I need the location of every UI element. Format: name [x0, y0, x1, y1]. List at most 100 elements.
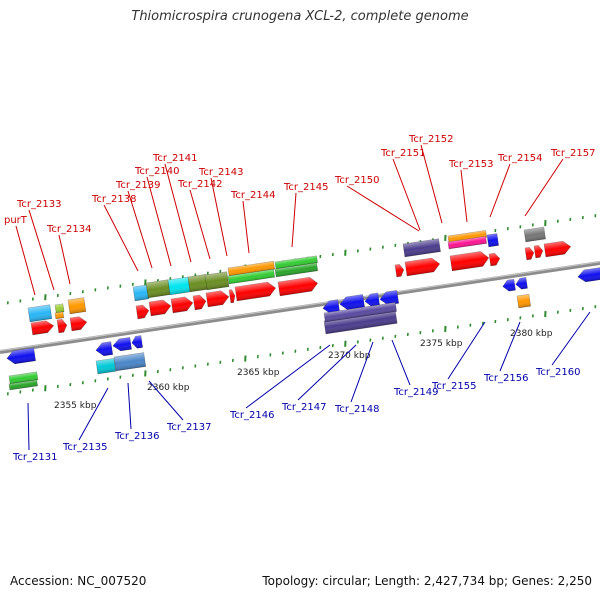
svg-text:Tcr_2141: Tcr_2141 [152, 153, 197, 164]
bottom-gene-label[interactable]: Tcr_2155 [431, 321, 486, 392]
top-gene-label[interactable]: Tcr_2145 [283, 182, 328, 248]
svg-text:Tcr_2151: Tcr_2151 [380, 148, 425, 159]
scale-label: 2360 kbp [147, 383, 190, 393]
gene-block [204, 271, 230, 291]
scale-label: 2370 kbp [328, 351, 371, 361]
svg-text:Tcr_2153: Tcr_2153 [448, 159, 493, 170]
gene-block [404, 257, 441, 277]
gene-block [8, 379, 38, 391]
svg-text:Tcr_2160: Tcr_2160 [535, 367, 580, 378]
top-gene-label[interactable]: Tcr_2138 [91, 194, 139, 272]
top-gene-label[interactable]: Tcr_2153 [448, 159, 493, 223]
gene-block [113, 352, 147, 372]
svg-text:Tcr_2155: Tcr_2155 [431, 381, 476, 392]
top-gene-label[interactable]: purT [4, 215, 36, 296]
gene-block [339, 294, 365, 311]
bottom-gene-label[interactable]: Tcr_2137 [148, 380, 211, 433]
gene-block [170, 296, 194, 314]
svg-text:Tcr_2135: Tcr_2135 [62, 442, 107, 453]
bottom-gene-label[interactable]: Tcr_2136 [114, 382, 159, 442]
gene-block [69, 316, 88, 332]
svg-text:purT: purT [4, 215, 28, 226]
gene-block [234, 281, 277, 302]
svg-text:Tcr_2136: Tcr_2136 [114, 431, 159, 442]
gene-block [364, 292, 381, 308]
gene-block [447, 236, 487, 250]
svg-text:Tcr_2146: Tcr_2146 [229, 410, 274, 421]
top-gene-label[interactable]: Tcr_2151 [380, 148, 425, 231]
gene-block [95, 358, 117, 375]
gene-block [274, 255, 318, 270]
svg-text:Tcr_2150: Tcr_2150 [334, 175, 379, 186]
gene-block [132, 284, 150, 302]
gene-block [523, 226, 546, 243]
svg-text:Tcr_2152: Tcr_2152 [408, 134, 453, 145]
gene-block [447, 230, 487, 244]
gene-block [402, 238, 441, 258]
gene-block [112, 337, 132, 352]
svg-text:Tcr_2157: Tcr_2157 [550, 148, 595, 159]
svg-text:Tcr_2131: Tcr_2131 [12, 452, 57, 463]
gene-block [54, 303, 65, 314]
svg-text:Tcr_2138: Tcr_2138 [91, 194, 136, 205]
top-gene-label[interactable]: Tcr_2142 [177, 179, 222, 260]
bottom-gene-label[interactable]: Tcr_2146 [229, 344, 331, 421]
gene-block [274, 262, 319, 278]
scale-label: 2375 kbp [420, 339, 463, 349]
genome-backbone [0, 261, 600, 354]
top-gene-label[interactable]: Tcr_2141 [152, 153, 197, 263]
bottom-gene-label[interactable]: Tcr_2135 [62, 387, 109, 453]
top-gene-label[interactable]: Tcr_2152 [408, 134, 453, 224]
gene-block [8, 371, 39, 385]
gene-block [502, 278, 516, 292]
gene-block [227, 268, 276, 285]
svg-text:Tcr_2145: Tcr_2145 [283, 182, 328, 193]
top-gene-label[interactable]: Tcr_2150 [334, 175, 420, 232]
accession-label: Accession: NC_007520 [10, 574, 147, 588]
gene-block [543, 240, 572, 258]
gene-block [187, 274, 209, 293]
top-gene-label[interactable]: Tcr_2140 [134, 166, 179, 267]
gene-block [394, 264, 405, 278]
gene-block [67, 297, 87, 315]
gene-block [228, 289, 236, 304]
svg-text:Tcr_2147: Tcr_2147 [281, 402, 326, 413]
top-gene-label[interactable]: Tcr_2134 [46, 224, 91, 285]
svg-text:Tcr_2143: Tcr_2143 [198, 167, 243, 178]
gene-block [524, 247, 535, 261]
svg-text:Tcr_2149: Tcr_2149 [393, 387, 438, 398]
gene-block [515, 277, 528, 290]
gene-block [167, 276, 191, 296]
top-gene-label[interactable]: Tcr_2154 [489, 153, 542, 218]
gene-block [486, 233, 499, 248]
gene-block [323, 302, 397, 323]
bottom-gene-label[interactable]: Tcr_2147 [281, 344, 357, 413]
svg-text:Tcr_2156: Tcr_2156 [483, 373, 528, 384]
top-gene-label[interactable]: Tcr_2133 [16, 199, 61, 291]
svg-text:Tcr_2154: Tcr_2154 [497, 153, 542, 164]
svg-text:Tcr_2142: Tcr_2142 [177, 179, 222, 190]
svg-text:Tcr_2134: Tcr_2134 [46, 224, 91, 235]
bottom-gene-label[interactable]: Tcr_2131 [12, 402, 57, 463]
bottom-gene-label[interactable]: Tcr_2149 [391, 339, 438, 398]
gene-block [488, 252, 501, 267]
bottom-gene-label[interactable]: Tcr_2148 [334, 341, 379, 415]
gene-block [131, 335, 143, 349]
bottom-gene-label[interactable]: Tcr_2156 [483, 321, 528, 384]
gene-block [145, 279, 171, 299]
bottom-gene-label[interactable]: Tcr_2160 [535, 311, 591, 378]
svg-text:Tcr_2148: Tcr_2148 [334, 404, 379, 415]
topology-label: Topology: circular; Length: 2,427,734 bp… [262, 574, 592, 588]
gene-block [227, 260, 276, 277]
top-gene-label[interactable]: Tcr_2157 [524, 148, 595, 217]
gene-block [322, 299, 341, 315]
gene-block [192, 294, 207, 311]
top-gene-label[interactable]: Tcr_2143 [198, 167, 243, 257]
gene-block [205, 290, 230, 308]
top-gene-label[interactable]: Tcr_2144 [230, 190, 275, 254]
gene-block [54, 311, 65, 320]
gene-block [27, 304, 53, 323]
top-gene-label[interactable]: Tcr_2139 [115, 180, 160, 269]
gene-block [577, 267, 600, 283]
